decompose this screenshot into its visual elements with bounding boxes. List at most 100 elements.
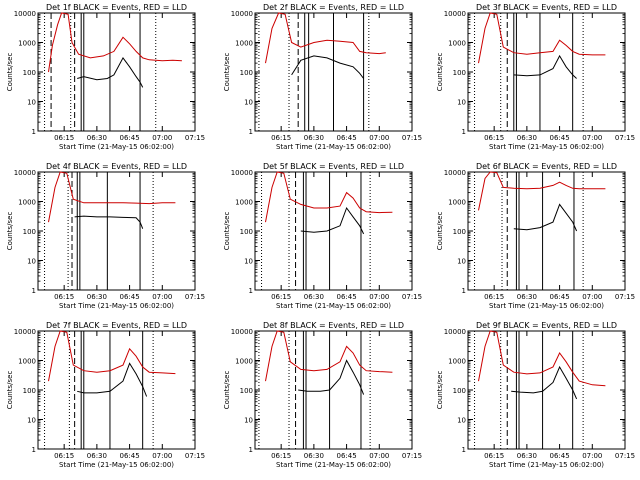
x-tick-label: 07:00 (369, 134, 389, 142)
chart-title: Det 6f BLACK = Events, RED = LLD (476, 162, 617, 171)
x-tick-label: 07:00 (582, 293, 602, 301)
y-tick-label: 1 (249, 446, 253, 454)
lld-series-line (265, 12, 386, 64)
y-tick-label: 10000 (14, 10, 36, 18)
y-tick-label: 100 (453, 228, 466, 236)
chart-title: Det 5f BLACK = Events, RED = LLD (263, 162, 404, 171)
plot-frame (37, 330, 196, 450)
x-axis-label: Start Time (21-May-15 06:02:00) (276, 143, 391, 151)
x-tick-label: 07:00 (582, 452, 602, 460)
y-tick-label: 10000 (231, 10, 253, 18)
x-tick-label: 06:30 (304, 293, 324, 301)
y-tick-label: 1 (32, 446, 36, 454)
y-tick-label: 1000 (235, 40, 253, 48)
y-axis-label: Counts/sec (436, 212, 444, 251)
y-tick-label: 1 (462, 128, 466, 136)
plot-frame (467, 330, 626, 450)
x-tick-label: 06:15 (271, 452, 291, 460)
x-tick-label: 06:15 (54, 452, 74, 460)
y-axis-label: Counts/sec (223, 371, 231, 410)
y-tick-label: 10 (27, 417, 36, 425)
y-tick-label: 1 (32, 128, 36, 136)
lld-series-line (48, 12, 182, 73)
x-tick-label: 07:00 (152, 293, 172, 301)
y-tick-label: 100 (240, 69, 253, 77)
y-tick-label: 10000 (444, 10, 466, 18)
chart-panel: Det 7f BLACK = Events, RED = LLD 1 10 100 10… (6, 321, 205, 469)
y-axis-label: Counts/sec (6, 371, 14, 410)
chart-title: Det 8f BLACK = Events, RED = LLD (263, 321, 404, 330)
y-axis-label: Counts/sec (436, 371, 444, 410)
y-tick-label: 10000 (231, 169, 253, 177)
x-tick-label: 07:00 (582, 134, 602, 142)
events-series-line (77, 56, 144, 88)
x-tick-label: 06:15 (271, 293, 291, 301)
x-tick-label: 06:30 (304, 452, 324, 460)
x-axis-label: Start Time (21-May-15 06:02:00) (489, 143, 604, 151)
y-tick-label: 100 (240, 228, 253, 236)
x-axis-label: Start Time (21-May-15 06:02:00) (489, 302, 604, 310)
x-tick-label: 07:00 (369, 293, 389, 301)
events-series-line (511, 365, 578, 400)
events-series-line (300, 206, 365, 235)
y-tick-label: 100 (453, 69, 466, 77)
y-tick-label: 10 (27, 258, 36, 266)
x-axis-label: Start Time (21-May-15 06:02:00) (276, 461, 391, 469)
chart-panel: Det 8f BLACK = Events, RED = LLD 1 10 100 10… (223, 321, 422, 469)
chart-panel: Det 2f BLACK = Events, RED = LLD 1 10 100 10… (223, 3, 422, 151)
y-tick-label: 10000 (231, 328, 253, 336)
y-tick-label: 10 (244, 99, 253, 107)
x-tick-label: 07:15 (402, 452, 422, 460)
chart-title: Det 1f BLACK = Events, RED = LLD (46, 3, 187, 12)
x-tick-label: 06:15 (54, 293, 74, 301)
y-tick-label: 1 (462, 287, 466, 295)
x-tick-label: 06:45 (549, 293, 569, 301)
x-tick-label: 06:45 (336, 293, 356, 301)
x-tick-label: 06:45 (336, 452, 356, 460)
plot-frame (37, 12, 196, 132)
x-tick-label: 06:15 (271, 134, 291, 142)
y-tick-label: 1000 (18, 40, 36, 48)
chart-title: Det 2f BLACK = Events, RED = LLD (263, 3, 404, 12)
chart-panel: Det 3f BLACK = Events, RED = LLD 1 10 100 10… (436, 3, 635, 151)
x-tick-label: 06:45 (336, 134, 356, 142)
x-tick-label: 07:15 (185, 452, 205, 460)
y-tick-label: 1000 (18, 199, 36, 207)
x-axis-label: Start Time (21-May-15 06:02:00) (59, 143, 174, 151)
y-tick-label: 1000 (448, 40, 466, 48)
y-axis-label: Counts/sec (6, 53, 14, 92)
x-tick-label: 06:45 (119, 293, 139, 301)
y-tick-label: 1000 (448, 199, 466, 207)
plot-frame (254, 171, 413, 291)
x-tick-label: 07:15 (185, 293, 205, 301)
y-tick-label: 10000 (14, 328, 36, 336)
chart-panel: Det 5f BLACK = Events, RED = LLD 1 10 100 10… (223, 162, 422, 310)
events-series-line (513, 54, 577, 79)
x-tick-label: 06:30 (517, 293, 537, 301)
x-tick-label: 06:30 (517, 134, 537, 142)
y-tick-label: 10 (457, 99, 466, 107)
x-tick-label: 06:30 (304, 134, 324, 142)
y-tick-label: 1000 (448, 358, 466, 366)
y-tick-label: 10000 (444, 169, 466, 177)
x-tick-label: 06:15 (484, 293, 504, 301)
y-tick-label: 10 (244, 417, 253, 425)
lld-series-line (478, 12, 606, 64)
x-tick-label: 06:30 (517, 452, 537, 460)
y-tick-label: 10 (244, 258, 253, 266)
x-axis-label: Start Time (21-May-15 06:02:00) (59, 461, 174, 469)
x-tick-label: 06:45 (119, 134, 139, 142)
x-tick-label: 07:15 (402, 134, 422, 142)
y-tick-label: 1000 (235, 358, 253, 366)
events-series-line (291, 55, 365, 79)
events-series-line (77, 362, 148, 397)
x-tick-label: 07:00 (152, 452, 172, 460)
x-tick-label: 06:30 (87, 293, 107, 301)
x-tick-label: 06:45 (549, 134, 569, 142)
y-tick-label: 1 (249, 128, 253, 136)
x-tick-label: 06:30 (87, 452, 107, 460)
y-tick-label: 1 (249, 287, 253, 295)
x-tick-label: 07:00 (369, 452, 389, 460)
plot-frame (37, 171, 196, 291)
